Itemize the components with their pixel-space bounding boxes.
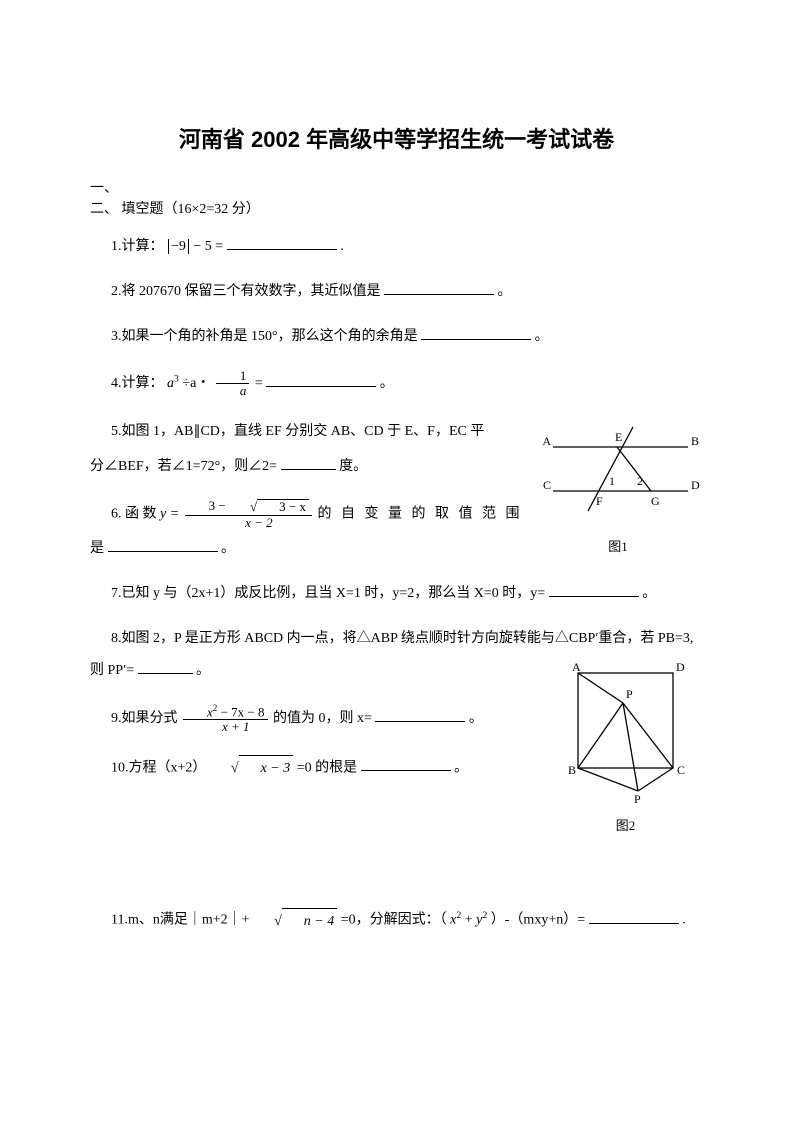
q11-after: ）-（mxy+n）= xyxy=(491,913,585,928)
q6-after: 的 自 变 量 的 取 值 范 围 xyxy=(318,507,523,522)
figure-2: A D B C P P 图2 xyxy=(548,658,703,838)
q7-period: 。 xyxy=(642,586,656,601)
q4-blank xyxy=(266,372,376,387)
fig1-label-C: C xyxy=(543,478,551,492)
q4-eq: = xyxy=(255,376,263,391)
q8-period: 。 xyxy=(196,663,210,678)
q3-blank xyxy=(421,325,531,340)
q8-line2-pre: 则 PP′= xyxy=(90,663,134,678)
q5-line2-pre: 分∠BEF，若∠1=72°，则∠2= xyxy=(90,459,277,474)
q6-line2: 是 xyxy=(90,541,104,556)
fig2-label-Pp: P xyxy=(634,792,641,803)
question-7: 7.已知 y 与（2x+1）成反比例，且当 X=1 时，y=2，那么当 X=0 … xyxy=(90,581,703,606)
q4-prefix: 4.计算： xyxy=(111,376,164,391)
q11-exp-x: 2 xyxy=(456,910,461,921)
q4-period: 。 xyxy=(380,376,394,391)
q9-blank xyxy=(375,707,465,722)
section-two: 二、 填空题（16×2=32 分） xyxy=(90,199,703,220)
question-1: 1.计算： −9 − 5 = . xyxy=(90,234,703,259)
q11-sqrt: √n − 4 xyxy=(253,908,337,934)
question-11: 11.m、n满足｜m+2｜+ √n − 4 =0，分解因式：（ x2 + y2 … xyxy=(90,907,703,934)
q4-exp3: 3 xyxy=(174,374,179,385)
q5-line1: 5.如图 1，AB∥CD，直线 EF 分别交 AB、CD 于 E、F，EC 平 xyxy=(111,424,484,439)
q4-frac-num: 1 xyxy=(216,369,250,384)
q6-period: 。 xyxy=(221,541,235,556)
q2-blank xyxy=(384,279,494,294)
q6-prefix: 6. 函 数 xyxy=(111,507,160,522)
q5-line2-post: 度。 xyxy=(339,459,367,474)
question-2: 2.将 207670 保留三个有效数字，其近似值是 。 xyxy=(90,279,703,304)
q6-y: y = xyxy=(160,507,179,522)
question-6: 6. 函 数 y = 3 − √3 − x x − 2 的 自 变 量 的 取 … xyxy=(90,499,703,530)
page-title: 河南省 2002 年高级中等学招生统一考试试卷 xyxy=(90,120,703,160)
fig1-label-D: D xyxy=(691,478,700,492)
q6-rad: 3 − x xyxy=(257,499,309,514)
q9-period: 。 xyxy=(469,711,483,726)
q2-period: 。 xyxy=(498,284,512,299)
q1-after: − 5 = xyxy=(193,239,223,254)
q10-blank xyxy=(361,756,451,771)
q8-line1: 8.如图 2，P 是正方形 ABCD 内一点，将△ABP 绕点顺时针方向旋转能与… xyxy=(111,631,693,646)
q9-den: x + 1 xyxy=(183,720,268,734)
q11-mid: =0，分解因式：（ xyxy=(341,913,447,928)
q1-period: . xyxy=(340,239,344,254)
q6-num-pre: 3 − xyxy=(209,498,229,513)
q5-blank xyxy=(281,455,336,470)
q6-num: 3 − √3 − x xyxy=(185,499,312,516)
q11-plus: + xyxy=(465,913,476,928)
q10-prefix: 10.方程（x+2） xyxy=(111,760,206,775)
q9-num-rest: − 7x − 8 xyxy=(217,704,264,719)
question-5: 5.如图 1，AB∥CD，直线 EF 分别交 AB、CD 于 E、F，EC 平 xyxy=(90,419,703,444)
question-8: 8.如图 2，P 是正方形 ABCD 内一点，将△ABP 绕点顺时针方向旋转能与… xyxy=(90,626,703,651)
“question-9: 9.如果分式 x2 − 7x − 8 x + 1 的值为 0，则 x= 。 xyxy=(90,703,703,735)
question-6b: 是 。 xyxy=(90,536,703,561)
q11-blank xyxy=(589,909,679,924)
q2-prefix: 2.将 207670 保留三个有效数字，其近似值是 xyxy=(111,284,381,299)
q10-period: 。 xyxy=(454,760,468,775)
q6-den: x − 2 xyxy=(185,516,312,530)
q3-prefix: 3.如果一个角的补角是 150°，那么这个角的余角是 xyxy=(111,329,418,344)
q9-num: x2 − 7x − 8 xyxy=(183,703,268,721)
q11-rad: n − 4 xyxy=(282,908,337,934)
q3-period: 。 xyxy=(535,329,549,344)
q1-prefix: 1.计算： xyxy=(111,239,164,254)
q1-abs: −9 xyxy=(168,239,189,254)
q6-sqrt: √3 − x xyxy=(229,499,309,514)
spacer xyxy=(90,837,703,907)
q1-blank xyxy=(227,234,337,249)
q9-frac: x2 − 7x − 8 x + 1 xyxy=(183,703,268,735)
q4-frac-den: a xyxy=(216,384,250,398)
q7-prefix: 7.已知 y 与（2x+1）成反比例，且当 X=1 时，y=2，那么当 X=0 … xyxy=(111,586,545,601)
q9-prefix: 9.如果分式 xyxy=(111,711,178,726)
q6-blank xyxy=(108,537,218,552)
q10-mid: =0 的根是 xyxy=(297,760,357,775)
question-3: 3.如果一个角的补角是 150°，那么这个角的余角是 。 xyxy=(90,324,703,349)
question-4: 4.计算： a3 ÷a・ 1 a = 。 xyxy=(90,369,703,399)
q4-a: a xyxy=(167,376,174,391)
q9-mid: 的值为 0，则 x= xyxy=(273,711,372,726)
q11-prefix: 11.m、n满足｜m+2｜+ xyxy=(111,913,250,928)
figure-2-caption: 图2 xyxy=(548,814,703,837)
question-8b: 则 PP′= 。 xyxy=(90,658,703,683)
q7-blank xyxy=(549,582,639,597)
question-10: 10.方程（x+2） √x − 3 =0 的根是 。 xyxy=(90,755,703,781)
q6-frac: 3 − √3 − x x − 2 xyxy=(185,499,312,530)
question-5b: 分∠BEF，若∠1=72°，则∠2= 度。 xyxy=(90,454,703,479)
section-one: 一、 xyxy=(90,178,703,199)
q4-div: ÷a・ xyxy=(182,376,210,391)
q11-period: . xyxy=(682,913,686,928)
q8-blank xyxy=(138,658,193,673)
section-labels: 一、 二、 填空题（16×2=32 分） xyxy=(90,178,703,220)
q10-sqrt: √x − 3 xyxy=(210,755,293,781)
q10-rad: x − 3 xyxy=(239,755,294,781)
q11-exp-y: 2 xyxy=(482,910,487,921)
q4-frac: 1 a xyxy=(216,369,250,399)
fig2-label-P: P xyxy=(626,687,633,701)
